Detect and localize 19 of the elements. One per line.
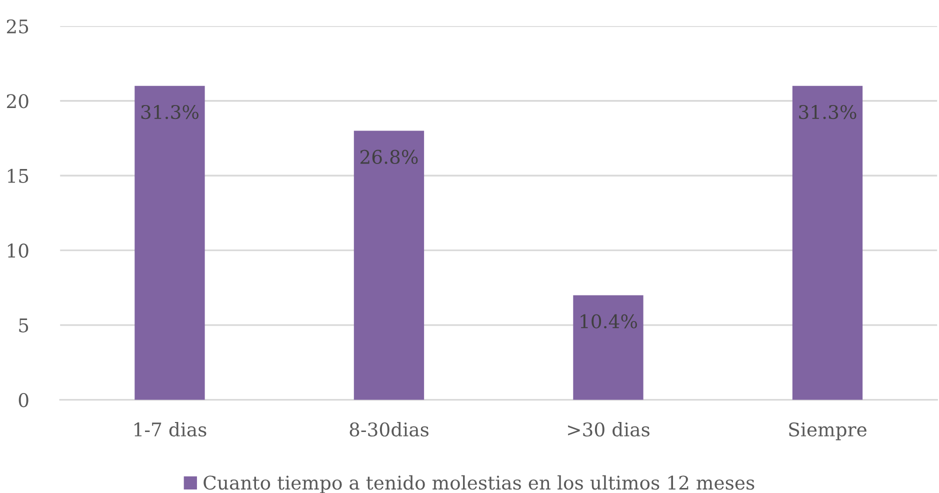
bar [573, 295, 644, 400]
x-tick-label: Siempre [789, 422, 866, 440]
y-tick-label: 15 [8, 168, 28, 183]
y-tick-label: 5 [19, 318, 28, 332]
annotation: 26.8% [360, 150, 418, 164]
legend-label: Cuanto tiempo a tenido molestias en los ultimos 12 meses [204, 475, 754, 493]
x-tick-label: >30 dias [568, 422, 650, 437]
annotation: 31.3% [799, 104, 856, 120]
y-tick-label: 10 [8, 244, 28, 258]
annotation: 10.4% [580, 314, 637, 328]
x-tick-label: 8-30dias [350, 422, 428, 437]
y-tick-label: 20 [6, 94, 28, 108]
bar [134, 86, 205, 400]
x-tick-label: 1-7 dias [134, 422, 206, 437]
y-tick-label: 25 [6, 19, 28, 34]
bar [354, 130, 424, 400]
annotation: 31.3% [141, 104, 198, 120]
bar [792, 86, 863, 400]
y-tick-label: 0 [18, 393, 28, 408]
